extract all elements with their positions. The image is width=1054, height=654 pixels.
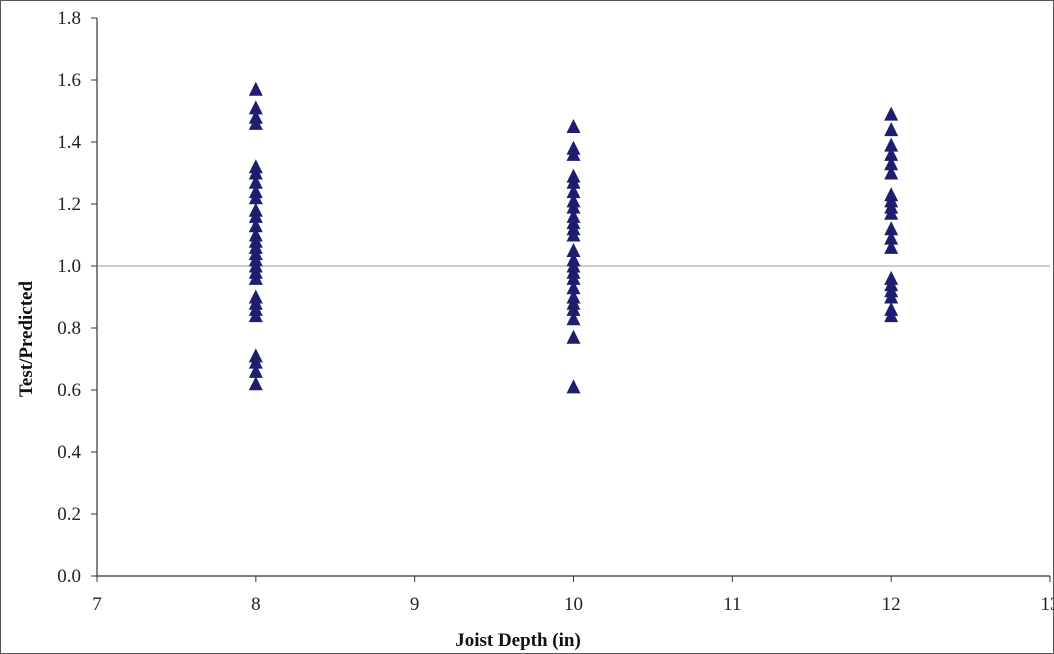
data-point-triangle (248, 81, 263, 96)
data-point-triangle (566, 311, 581, 326)
data-point-triangle (248, 190, 263, 205)
data-point-triangle (884, 137, 899, 152)
data-markers (248, 81, 899, 394)
data-point-triangle (248, 100, 263, 115)
y-axis-title: Test/Predicted (16, 281, 37, 398)
data-point-triangle (884, 239, 899, 254)
data-point-triangle (248, 363, 263, 378)
data-point-triangle (248, 354, 263, 369)
data-point-triangle (566, 301, 581, 316)
data-point-triangle (566, 243, 581, 257)
y-tick-label: 1.8 (57, 8, 81, 29)
data-point-triangle (884, 221, 899, 236)
x-tick-label: 7 (92, 594, 102, 615)
data-point-triangle (884, 289, 899, 304)
plot-area: 0.0 0.2 0.4 0.6 0.8 1.0 1.2 1.4 1.6 1.8 7 8 9 10 11 12 1… (57, 8, 1054, 615)
x-axis-title: Joist Depth (in) (455, 630, 581, 651)
data-point-triangle (248, 115, 263, 130)
data-point-triangle (884, 308, 899, 323)
data-point-triangle (248, 174, 263, 189)
data-point-triangle (566, 329, 581, 344)
x-tick-label: 8 (251, 594, 261, 615)
data-point-triangle (248, 308, 263, 323)
data-point-triangle (566, 379, 581, 394)
data-point-triangle (884, 122, 899, 137)
data-point-triangle (884, 156, 899, 171)
x-tick-label: 10 (564, 594, 583, 615)
x-tick-label: 11 (723, 594, 741, 615)
x-tick-label: 13 (1041, 594, 1054, 615)
data-point-triangle (248, 165, 263, 180)
data-point-triangle (884, 106, 899, 121)
data-point-triangle (566, 227, 581, 242)
y-tick-label: 1.6 (57, 70, 81, 91)
x-tick-label: 12 (882, 594, 901, 615)
data-point-triangle (566, 280, 581, 295)
x-tick-label: 9 (410, 594, 420, 615)
data-point-triangle (566, 146, 581, 161)
y-tick-label: 1.4 (57, 132, 81, 153)
data-point-triangle (248, 208, 263, 223)
data-point-triangle (248, 376, 263, 391)
y-tick-label: 0.4 (57, 442, 81, 463)
data-point-triangle (566, 270, 581, 285)
y-tick-label: 0.8 (57, 318, 81, 339)
y-tick-label: 0.0 (57, 566, 81, 587)
y-tick-label: 1.2 (57, 194, 81, 215)
data-point-triangle (566, 119, 581, 133)
y-tick-label: 1.0 (57, 256, 81, 277)
data-point-triangle (248, 270, 263, 285)
y-tick-label: 0.6 (57, 380, 81, 401)
data-point-triangle (884, 230, 899, 245)
data-point-triangle (566, 174, 581, 189)
data-point-triangle (566, 184, 581, 199)
data-point-triangle (248, 218, 263, 233)
data-point-triangle (566, 199, 581, 214)
data-point-triangle (884, 146, 899, 161)
data-point-triangle (884, 205, 899, 220)
y-tick-label: 0.2 (57, 504, 81, 525)
data-point-triangle (884, 165, 899, 180)
